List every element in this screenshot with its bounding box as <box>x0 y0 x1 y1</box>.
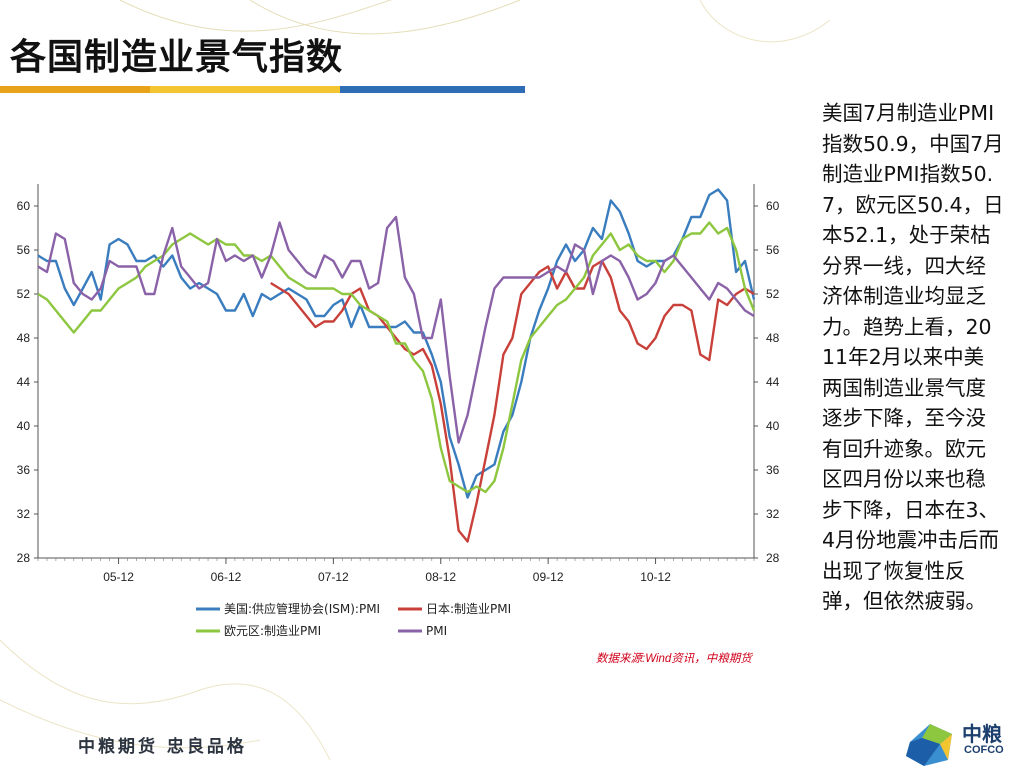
logo-text-en: COFCO <box>964 744 1004 756</box>
x-tick-label: 08-12 <box>425 570 456 584</box>
title-underline-segment <box>150 86 340 93</box>
y-tick-label-right: 44 <box>766 375 780 389</box>
y-tick-label-left: 60 <box>17 199 31 213</box>
x-tick-label: 07-12 <box>318 570 349 584</box>
y-tick-label-right: 28 <box>766 551 780 565</box>
y-tick-label-left: 40 <box>17 419 31 433</box>
cofco-logo-icon <box>906 724 952 766</box>
commentary-text: 美国7月制造业PMI指数50.9，中国7月制造业PMI指数50.7，欧元区50.… <box>822 101 1004 613</box>
y-tick-label-left: 56 <box>17 243 31 257</box>
series-line <box>37 215 755 444</box>
data-source-note: 数据来源:Wind资讯，中粮期货 <box>596 653 752 665</box>
legend-label: 美国:供应管理协会(ISM):PMI <box>224 601 380 616</box>
legend-label: 欧元区:制造业PMI <box>224 624 321 638</box>
title-underline-blue <box>340 86 525 93</box>
y-tick-label-left: 44 <box>17 375 31 389</box>
legend-label: PMI <box>426 624 447 638</box>
series-line <box>37 221 756 494</box>
y-tick-label-right: 48 <box>766 331 780 345</box>
y-tick-label-right: 32 <box>766 507 780 521</box>
y-tick-label-left: 48 <box>17 331 31 345</box>
y-tick-label-left: 28 <box>17 551 31 565</box>
title-underline-segment <box>0 86 150 93</box>
y-tick-label-right: 56 <box>766 243 780 257</box>
x-tick-label: 05-12 <box>103 570 134 584</box>
y-tick-label-left: 32 <box>17 507 31 521</box>
legend-label: 日本:制造业PMI <box>426 602 511 616</box>
x-tick-label: 10-12 <box>640 570 671 584</box>
y-tick-label-left: 36 <box>17 463 31 477</box>
y-tick-label-right: 52 <box>766 287 780 301</box>
y-tick-label-right: 36 <box>766 463 780 477</box>
x-tick-label: 09-12 <box>533 570 564 584</box>
page-title: 各国制造业景气指数 <box>10 37 344 78</box>
footer-slogan: 中粮期货 忠良品格 <box>78 737 247 757</box>
logo-text-cn: 中粮 <box>962 722 1002 746</box>
y-tick-label-right: 40 <box>766 419 780 433</box>
x-tick-label: 06-12 <box>211 570 242 584</box>
y-tick-label-right: 60 <box>766 199 780 213</box>
y-tick-label-left: 52 <box>17 287 31 301</box>
pmi-line-chart: 28 28 32 32 36 36 40 40 44 44 48 48 52 52 56 56 60 60 05-1… <box>17 184 780 638</box>
